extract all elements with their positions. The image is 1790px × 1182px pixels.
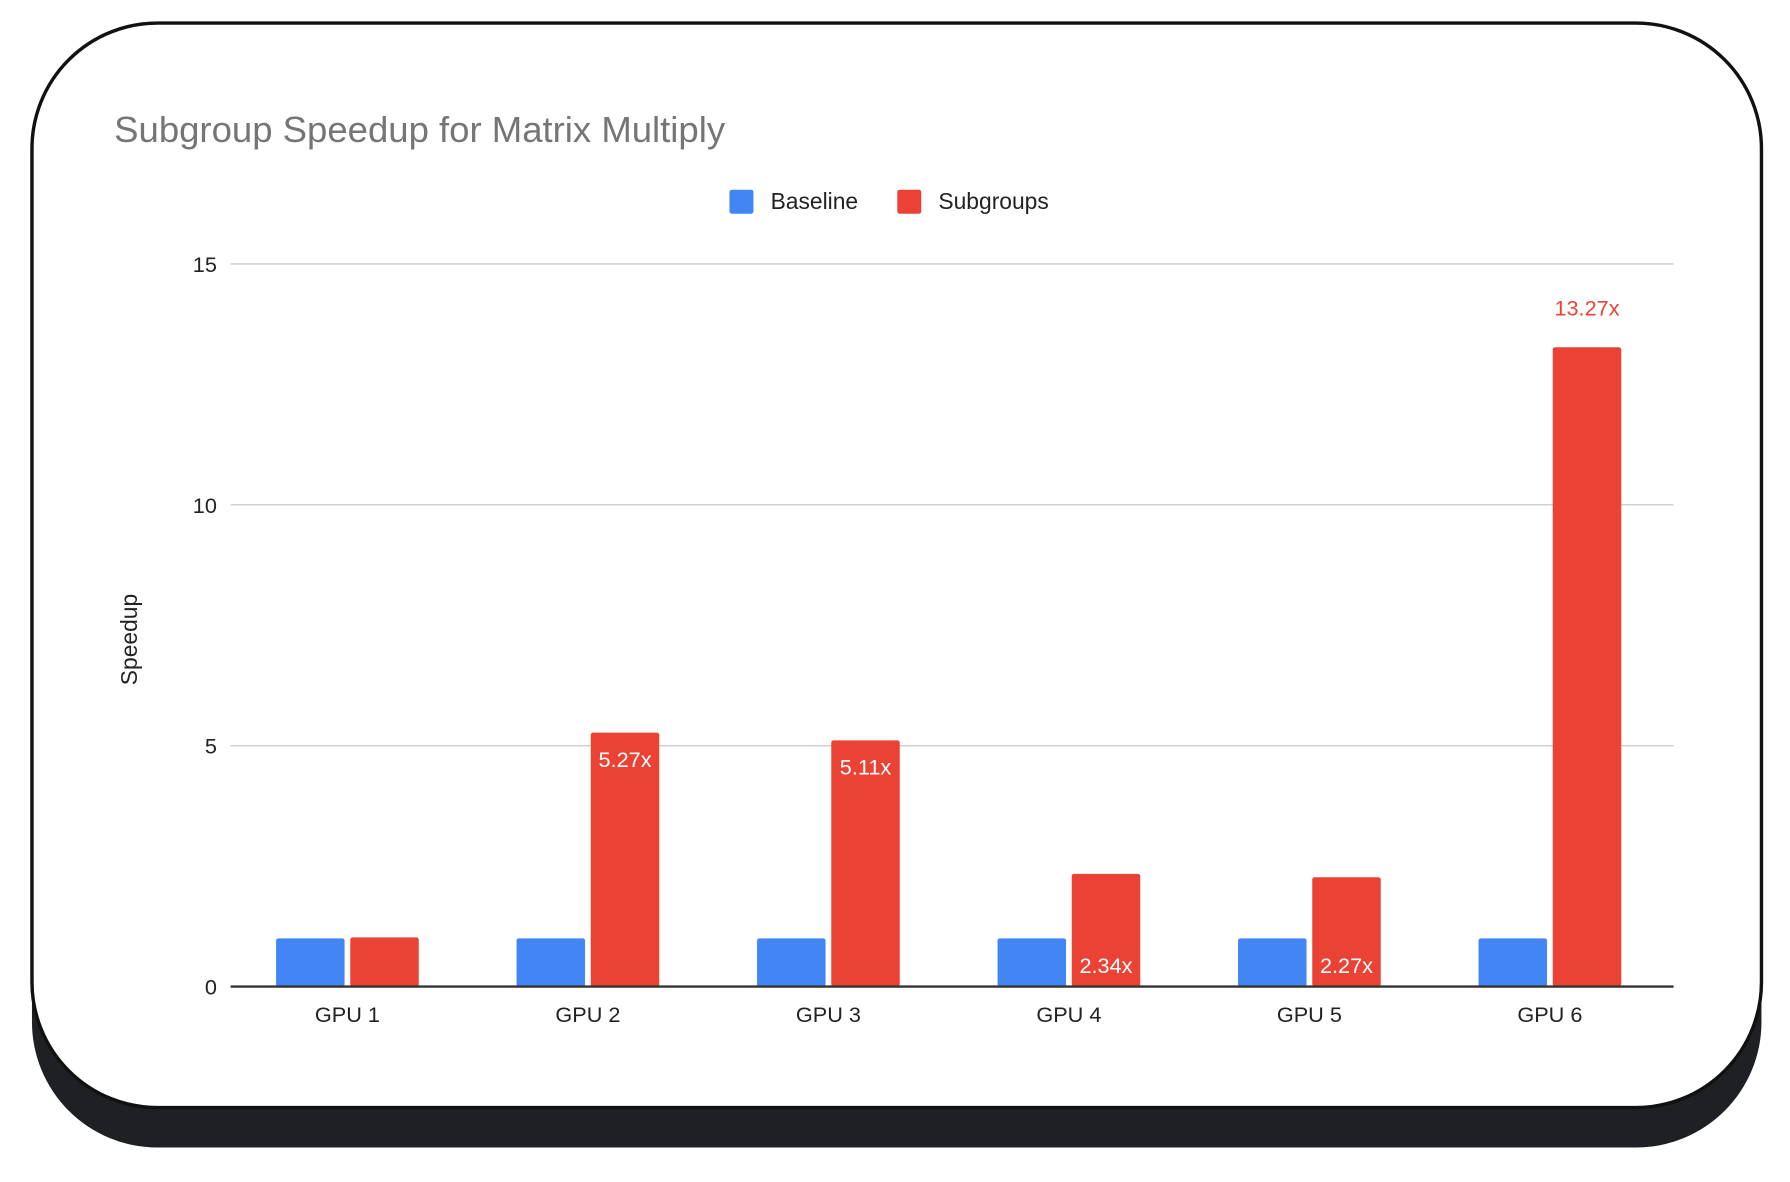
y-axis-label: Speedup [116,594,142,685]
data-label: 13.27x [1554,295,1619,320]
bar-subgroups-1 [350,937,419,987]
bar-subgroups-5 [1312,877,1381,987]
chart-title: Subgroup Speedup for Matrix Multiply [114,109,726,150]
data-label: 2.27x [1320,953,1373,978]
x-tick-label: GPU 5 [1277,1002,1342,1027]
data-label: 1.00x [1486,890,1539,915]
data-label: 1.00x [284,890,337,915]
x-tick-label: GPU 1 [315,1002,380,1027]
y-tick-label: 15 [193,252,217,277]
legend-label-subgroups: Subgroups [938,188,1048,214]
x-tick-label: GPU 2 [555,1002,620,1027]
bar-baseline-1 [276,938,345,987]
bar-baseline-4 [997,938,1067,987]
bar-baseline-6 [1478,938,1548,987]
data-label: 1.00x [1246,890,1299,915]
bar-subgroups-3 [831,740,900,987]
data-label: 1.00x [524,890,577,915]
data-label: 1.02x [358,889,411,914]
y-tick-label: 10 [193,493,217,518]
data-label: 2.34x [1079,953,1132,978]
bar-baseline-2 [516,938,586,987]
y-tick-label: 0 [205,975,217,1000]
data-label: 5.11x [840,755,892,780]
data-label: 5.27x [598,747,651,772]
card [30,21,1764,1110]
bar-baseline-3 [757,938,826,987]
legend-label-baseline: Baseline [771,188,859,214]
bar-baseline-5 [1238,938,1307,987]
bar-subgroups-4 [1071,873,1141,987]
legend-swatch-baseline [729,189,754,214]
legend-swatch-subgroups [897,189,922,214]
bar-subgroups-2 [590,732,660,987]
bar-subgroups-6 [1552,347,1622,987]
legend: Baseline Subgroups [729,188,1049,214]
x-tick-label: GPU 6 [1517,1002,1582,1027]
data-label: 1.00x [765,890,818,915]
x-tick-label: GPU 4 [1036,1002,1101,1027]
x-tick-label: GPU 3 [796,1002,861,1027]
data-label: 1.00x [1005,890,1058,915]
y-tick-label: 5 [205,734,217,759]
